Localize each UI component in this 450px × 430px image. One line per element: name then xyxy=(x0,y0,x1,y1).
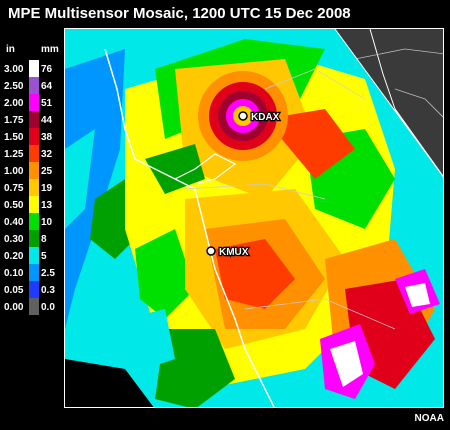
precip-map-svg: KDAX KMUX xyxy=(65,29,443,407)
legend-in: 2.00 xyxy=(4,98,24,109)
legend-row: 0.75 19 xyxy=(0,179,60,196)
state-border xyxy=(369,29,396,110)
legend-in: 0.50 xyxy=(4,200,24,211)
legend-mm: 19 xyxy=(41,183,53,194)
legend-row: 0.50 13 xyxy=(0,196,60,213)
county-border xyxy=(394,88,443,118)
legend-swatch xyxy=(29,111,39,128)
legend-mm: 5 xyxy=(41,251,47,262)
legend-in: 0.00 xyxy=(4,302,24,313)
legend-mm: 2.5 xyxy=(41,268,55,279)
legend-row: 0.20 5 xyxy=(0,247,60,264)
legend-swatch xyxy=(29,264,39,281)
coastline xyxy=(104,48,275,407)
legend-in: 0.05 xyxy=(4,285,24,296)
bay-outline xyxy=(174,153,237,185)
legend-mm: 0.0 xyxy=(41,302,55,313)
legend-in: 0.20 xyxy=(4,251,24,262)
station-kdax: KDAX xyxy=(238,111,281,124)
station-kmux-marker xyxy=(206,246,216,256)
legend-mm: 38 xyxy=(41,132,53,143)
legend-mm: 8 xyxy=(41,234,47,245)
legend-row: 1.00 25 xyxy=(0,162,60,179)
legend-mm: 64 xyxy=(41,81,53,92)
precip-map: KDAX KMUX xyxy=(64,28,444,408)
legend-mm: 0.3 xyxy=(41,285,55,296)
legend-row: 1.25 32 xyxy=(0,145,60,162)
legend-swatch xyxy=(29,247,39,264)
legend-unit-mm: mm xyxy=(41,44,59,55)
legend-in: 3.00 xyxy=(4,64,24,75)
legend-in: 0.75 xyxy=(4,183,24,194)
legend-swatch xyxy=(29,281,39,298)
legend-row: 1.50 38 xyxy=(0,128,60,145)
station-kdax-marker xyxy=(238,111,248,121)
legend-swatch xyxy=(29,162,39,179)
legend-swatch xyxy=(29,60,39,77)
legend-in: 1.00 xyxy=(4,166,24,177)
legend-row: 2.50 64 xyxy=(0,77,60,94)
legend-mm: 32 xyxy=(41,149,53,160)
legend-row: 3.00 76 xyxy=(0,60,60,77)
county-border xyxy=(184,183,326,200)
county-border xyxy=(354,48,443,60)
legend-swatch xyxy=(29,94,39,111)
legend-in: 2.50 xyxy=(4,81,24,92)
legend-row: 1.75 44 xyxy=(0,111,60,128)
county-border xyxy=(264,68,366,100)
station-kmux-label: KMUX xyxy=(219,247,249,258)
legend-in: 0.10 xyxy=(4,268,24,279)
legend-swatch xyxy=(29,196,39,213)
legend-in: 0.40 xyxy=(4,217,24,228)
legend-mm: 51 xyxy=(41,98,53,109)
legend-row: 0.10 2.5 xyxy=(0,264,60,281)
legend-mm: 10 xyxy=(41,217,53,228)
legend-row: 0.40 10 xyxy=(0,213,60,230)
precip-field xyxy=(65,29,443,407)
legend-row: 0.00 0.0 xyxy=(0,298,60,315)
legend-mm: 25 xyxy=(41,166,53,177)
legend-unit-in: in xyxy=(6,44,15,55)
legend-in: 1.25 xyxy=(4,149,24,160)
legend-mm: 76 xyxy=(41,64,53,75)
legend-swatch xyxy=(29,213,39,230)
legend-mm: 13 xyxy=(41,200,53,211)
legend-in: 0.30 xyxy=(4,234,24,245)
station-kdax-label: KDAX xyxy=(251,112,280,123)
legend-swatch xyxy=(29,298,39,315)
legend-swatch xyxy=(29,128,39,145)
county-border xyxy=(244,298,396,330)
legend-row: 0.30 8 xyxy=(0,230,60,247)
map-title: MPE Multisensor Mosaic, 1200 UTC 15 Dec … xyxy=(8,5,351,22)
legend-in: 1.75 xyxy=(4,115,24,126)
legend-mm: 44 xyxy=(41,115,53,126)
legend-swatch xyxy=(29,77,39,94)
legend-swatch xyxy=(29,145,39,162)
legend-swatch xyxy=(29,230,39,247)
legend-swatch xyxy=(29,179,39,196)
legend-in: 1.50 xyxy=(4,132,24,143)
credit-label: NOAA xyxy=(414,413,444,424)
legend-row: 0.05 0.3 xyxy=(0,281,60,298)
legend-row: 2.00 51 xyxy=(0,94,60,111)
state-border xyxy=(394,108,443,178)
station-kmux: KMUX xyxy=(206,246,250,259)
